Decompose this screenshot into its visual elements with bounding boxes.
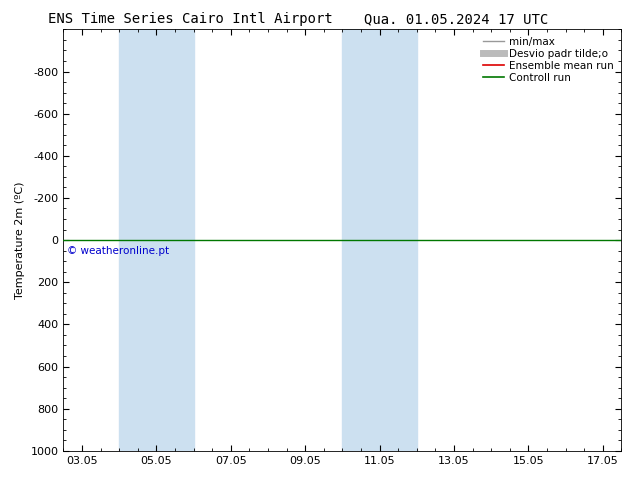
- Bar: [342, 29, 417, 451]
- Text: © weatheronline.pt: © weatheronline.pt: [67, 246, 169, 256]
- Text: Qua. 01.05.2024 17 UTC: Qua. 01.05.2024 17 UTC: [365, 12, 548, 26]
- Bar: [119, 29, 193, 451]
- Text: ENS Time Series Cairo Intl Airport: ENS Time Series Cairo Intl Airport: [48, 12, 333, 26]
- Legend: min/max, Desvio padr tilde;o, Ensemble mean run, Controll run: min/max, Desvio padr tilde;o, Ensemble m…: [481, 35, 616, 85]
- Y-axis label: Temperature 2m (ºC): Temperature 2m (ºC): [15, 181, 25, 299]
